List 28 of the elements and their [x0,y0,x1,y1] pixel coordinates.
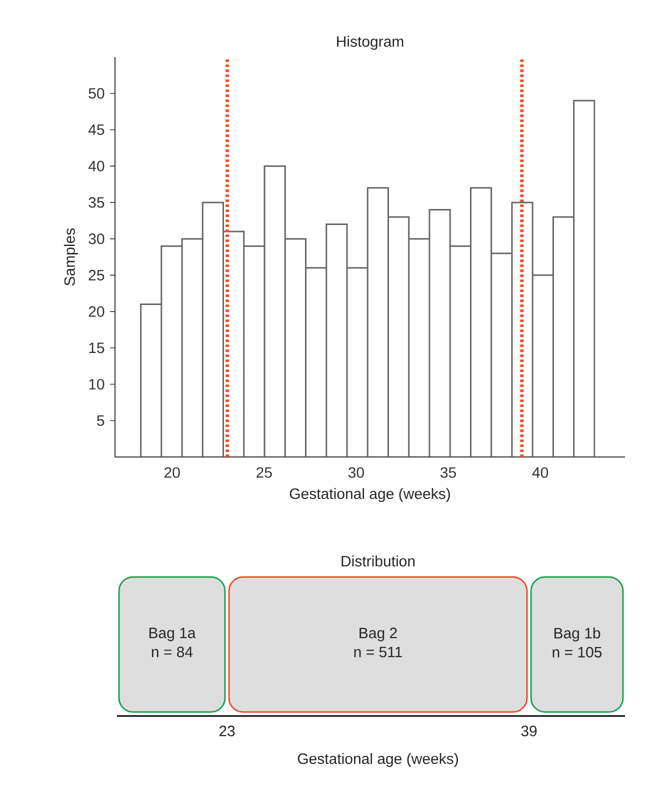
y-tick-label: 50 [88,88,104,99]
y-tick-label: 40 [88,160,104,172]
text: Distribution [342,555,415,566]
category-label: Bag 1a [149,628,196,642]
text: n = 105 [552,646,602,658]
y-tick-label: 10 [89,378,104,390]
text: n = 511 [354,646,402,658]
text: Gestational age (weeks) [298,753,458,767]
x-axis-title: Gestational age (weeks) [290,488,450,502]
text: 39 [521,726,537,736]
y-tick-label: 5 [97,415,104,426]
y-tick-label: 15 [89,342,104,354]
x-tick-label: 35 [440,467,456,478]
y-tick-label: 25 [88,270,104,280]
x-tick-label: 30 [348,467,364,478]
text: n = 84 [152,646,193,658]
y-tick-label: 35 [88,197,104,208]
category-label: Bag 2 [360,628,397,642]
chart-title: Histogram [337,36,404,50]
y-axis-title: Samples [64,228,78,286]
y-tick-label: 30 [88,234,104,244]
x-tick-label: 25 [256,467,272,478]
y-tick-label: 20 [88,306,104,317]
text: 23 [219,726,235,736]
y-tick-label: 45 [88,124,104,135]
x-tick-label: 40 [532,467,548,478]
x-tick-label: 20 [164,467,180,478]
category-label: Bag 1b [554,627,600,642]
